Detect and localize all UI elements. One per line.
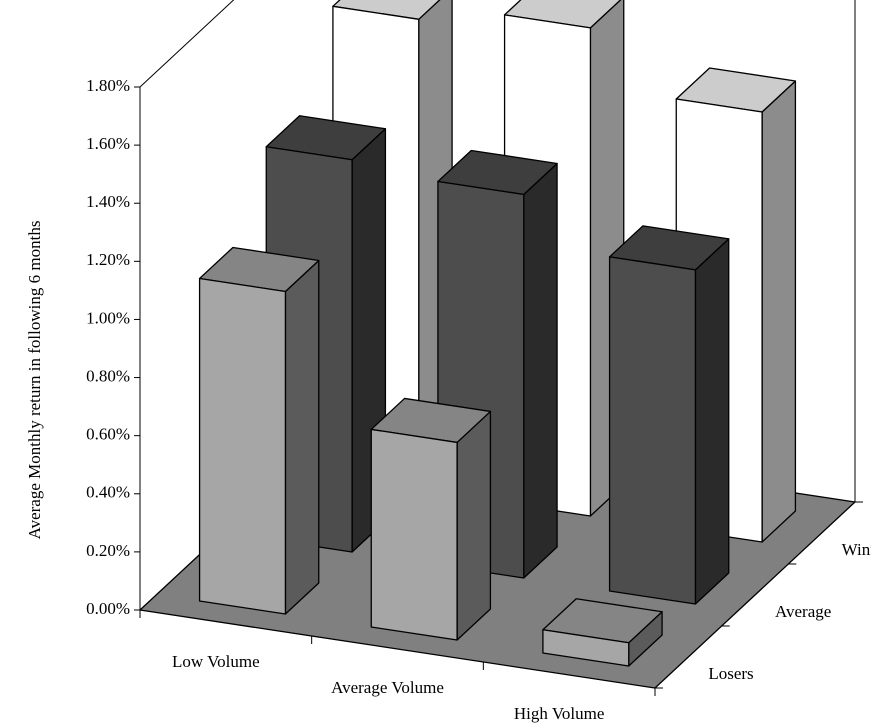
y-tick-label: 0.80% <box>86 366 130 385</box>
y-tick-label: 1.20% <box>86 250 130 269</box>
legend-label: Average <box>775 602 831 621</box>
y-tick-label: 0.40% <box>86 483 130 502</box>
y-tick-label: 0.00% <box>86 599 130 618</box>
legend-label: Winners <box>842 540 871 559</box>
bar-side <box>284 259 320 615</box>
bar <box>198 277 287 615</box>
bar <box>608 256 697 605</box>
y-tick-label: 0.20% <box>86 541 130 560</box>
y-tick-label: 1.60% <box>86 134 130 153</box>
y-tick-label: 0.60% <box>86 425 130 444</box>
y-tick-label: 1.00% <box>86 308 130 327</box>
bar <box>542 629 630 667</box>
x-tick-label: Low Volume <box>172 652 260 671</box>
y-axis-label: Average Monthly return in following 6 mo… <box>25 221 44 540</box>
y-tick-label: 1.40% <box>86 192 130 211</box>
bar-side <box>761 80 797 543</box>
legend-label: Losers <box>708 664 753 683</box>
bar-side <box>523 162 558 579</box>
bar <box>370 428 458 641</box>
bar-side <box>456 410 492 641</box>
bar-side <box>694 238 730 605</box>
wall-edge <box>139 0 235 88</box>
x-tick-label: Average Volume <box>331 678 444 697</box>
x-tick-label: High Volume <box>514 704 605 723</box>
y-tick-label: 1.80% <box>86 76 130 95</box>
